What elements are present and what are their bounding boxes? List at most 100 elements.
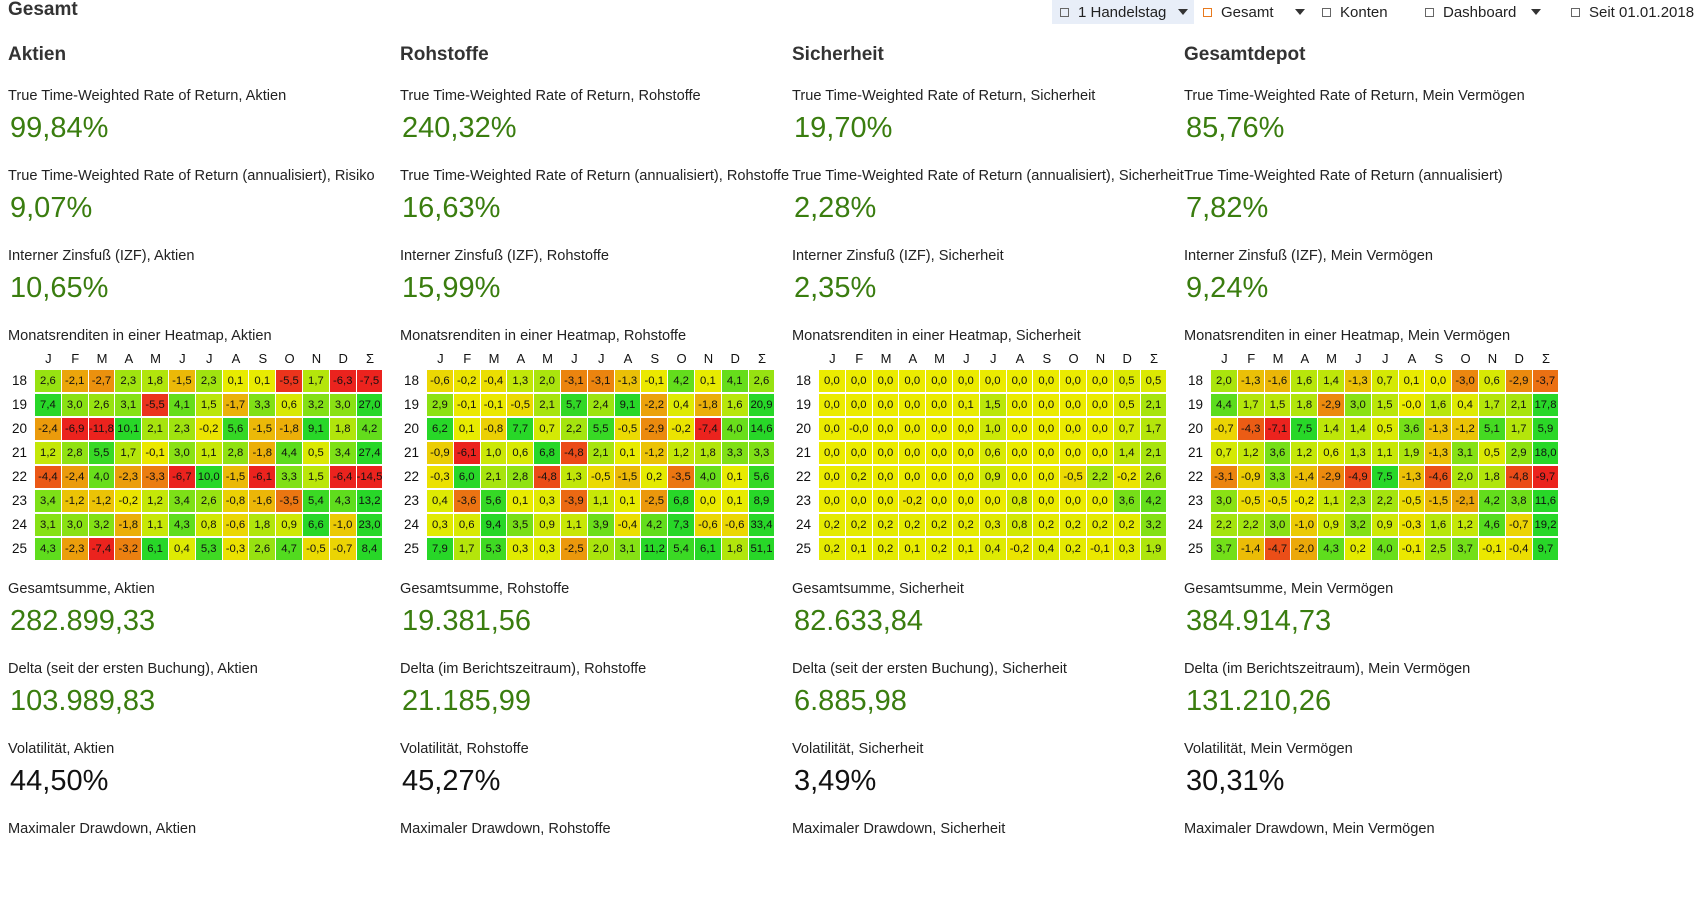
heatmap-year-label: 24 <box>796 517 812 532</box>
heatmap-cell: -0,0 <box>1398 394 1426 417</box>
heatmap-label: Monatsrenditen in einer Heatmap, Mein Ve… <box>1184 328 1511 344</box>
heatmap-year-total-cell: 27,4 <box>356 442 384 465</box>
heatmap-cell: 0,6 <box>979 442 1007 465</box>
heatmap-cell: 1,9 <box>1398 442 1426 465</box>
heatmap-year-label: 21 <box>12 445 28 460</box>
heatmap-cell: 0,2 <box>1060 538 1087 561</box>
total-sum-label: Gesamtsumme, Aktien <box>8 581 155 597</box>
heatmap-cell: 3,2 <box>88 514 116 537</box>
heatmap-cell: -7,4 <box>695 418 722 441</box>
heatmap-cell: -0,7 <box>1505 514 1533 537</box>
heatmap-cell: -5,5 <box>142 394 169 417</box>
delta-value: 131.210,26 <box>1186 685 1332 717</box>
heatmap-cell: 0,0 <box>1060 418 1087 441</box>
heatmap-cell: -0,1 <box>453 394 481 417</box>
heatmap-year-total-cell: 23,0 <box>356 514 384 537</box>
heatmap-cell: -4,8 <box>534 466 561 489</box>
heatmap-cell: 3,6 <box>1113 490 1141 513</box>
ttwror-label: True Time-Weighted Rate of Return, Mein … <box>1184 88 1525 104</box>
heatmap-month-label: Σ <box>757 351 767 366</box>
heatmap-month-label: D <box>1514 351 1524 366</box>
heatmap-cell: -6,1 <box>249 466 277 489</box>
heatmap-cell: 0,0 <box>1087 394 1114 417</box>
heatmap-year-total-cell: 19,2 <box>1532 514 1560 537</box>
heatmap-cell: -0,6 <box>427 370 454 393</box>
heatmap-cell: 6,1 <box>695 538 722 561</box>
heatmap-cell: -0,5 <box>1237 490 1265 513</box>
heatmap-cell: 0,1 <box>453 418 481 441</box>
heatmap-month-label: Σ <box>365 351 375 366</box>
heatmap-cell: 1,5 <box>979 394 1007 417</box>
heatmap-cell: 0,0 <box>979 370 1007 393</box>
gesamt-dropdown[interactable]: Gesamt <box>1203 0 1311 24</box>
heatmap-month-label: A <box>124 351 134 366</box>
heatmap-cell: 1,7 <box>1479 394 1506 417</box>
heatmap-cell: 0,3 <box>1113 538 1141 561</box>
heatmap-cell: 0,1 <box>222 370 250 393</box>
heatmap-cell: 4,0 <box>721 418 749 441</box>
heatmap-cell: 6,6 <box>303 514 330 537</box>
heatmap-cell: 5,4 <box>668 538 695 561</box>
heatmap-month-label: M <box>1272 351 1284 366</box>
heatmap-cell: 1,3 <box>1345 442 1372 465</box>
heatmap-cell: 0,0 <box>1006 394 1034 417</box>
heatmap-cell: 2,3 <box>169 418 196 441</box>
heatmap-cell: 0,0 <box>819 418 846 441</box>
heatmap-year-total-cell: 8,9 <box>748 490 776 513</box>
heatmap-cell: -5,5 <box>276 370 303 393</box>
delta-label: Delta (im Berichtszeitraum), Rohstoffe <box>400 661 647 677</box>
heatmap-cell: -0,9 <box>1237 466 1265 489</box>
heatmap-month-label: J <box>45 351 52 366</box>
heatmap-cell: -1,3 <box>1398 466 1426 489</box>
heatmap-cell: 1,2 <box>35 442 62 465</box>
max-drawdown-label: Maximaler Drawdown, Aktien <box>8 821 197 837</box>
konten-dropdown[interactable]: Konten <box>1322 0 1407 24</box>
volatility-label: Volatilität, Sicherheit <box>792 741 924 757</box>
heatmap-cell: 0,0 <box>1087 418 1114 441</box>
heatmap-cell: 5,3 <box>195 538 223 561</box>
heatmap-cell: -1,3 <box>1237 370 1265 393</box>
dashboard-dropdown[interactable]: Dashboard <box>1425 0 1541 24</box>
heatmap-cell: 3,1 <box>115 394 143 417</box>
heatmap-cell: 0,1 <box>899 538 927 561</box>
heatmap-month-label: J <box>179 351 186 366</box>
accounts-icon <box>1322 7 1331 17</box>
total-sum-label: Gesamtsumme, Sicherheit <box>792 581 964 597</box>
heatmap-year-total-cell: 4,2 <box>1140 490 1168 513</box>
heatmap-cell: 0,2 <box>872 538 900 561</box>
izf-label: Interner Zinsfuß (IZF), Rohstoffe <box>400 248 609 264</box>
heatmap-year-label: 19 <box>12 397 28 412</box>
heatmap-cell: 1,4 <box>1113 442 1141 465</box>
heatmap-cell: -2,9 <box>1505 370 1533 393</box>
heatmap-cell: 1,5 <box>195 394 223 417</box>
heatmap-cell: 4,3 <box>1318 538 1345 561</box>
period-selector[interactable]: Seit 01.01.2018 <box>1571 0 1699 24</box>
page-title: Gesamt <box>8 0 78 20</box>
heatmap-cell: -1,2 <box>641 442 669 465</box>
heatmap-cell: -3,9 <box>561 490 588 513</box>
heatmap-cell: -4,8 <box>561 442 588 465</box>
heatmap-cell: 0,2 <box>926 538 953 561</box>
heatmap-month-label: S <box>650 351 660 366</box>
heatmap-cell: 0,0 <box>926 370 953 393</box>
heatmap-year-label: 19 <box>404 397 420 412</box>
heatmap-cell: 1,2 <box>668 442 695 465</box>
heatmap-cell: 0,0 <box>1087 370 1114 393</box>
heatmap-cell: 5,3 <box>480 538 508 561</box>
heatmap-month-label: N <box>311 351 322 366</box>
handelstag-dropdown[interactable]: 1 Handelstag <box>1052 0 1194 24</box>
heatmap-cell: -1,6 <box>1264 370 1292 393</box>
heatmap-cell: 0,0 <box>819 442 846 465</box>
ttwror-value: 240,32% <box>402 112 517 144</box>
heatmap-cell: 0,2 <box>1033 514 1061 537</box>
heatmap-cell: 5,6 <box>480 490 508 513</box>
heatmap-cell: 0,2 <box>1087 514 1114 537</box>
heatmap-cell: 0,0 <box>899 370 927 393</box>
heatmap-year-total-cell: 5,9 <box>1532 418 1560 441</box>
heatmap-cell: 0,0 <box>1033 442 1061 465</box>
heatmap-month-label: O <box>1460 351 1471 366</box>
heatmap-month-label: O <box>284 351 295 366</box>
heatmap-cell: 3,2 <box>1345 514 1372 537</box>
heatmap-month-label: J <box>1355 351 1362 366</box>
heatmap-label: Monatsrenditen in einer Heatmap, Rohstof… <box>400 328 687 344</box>
